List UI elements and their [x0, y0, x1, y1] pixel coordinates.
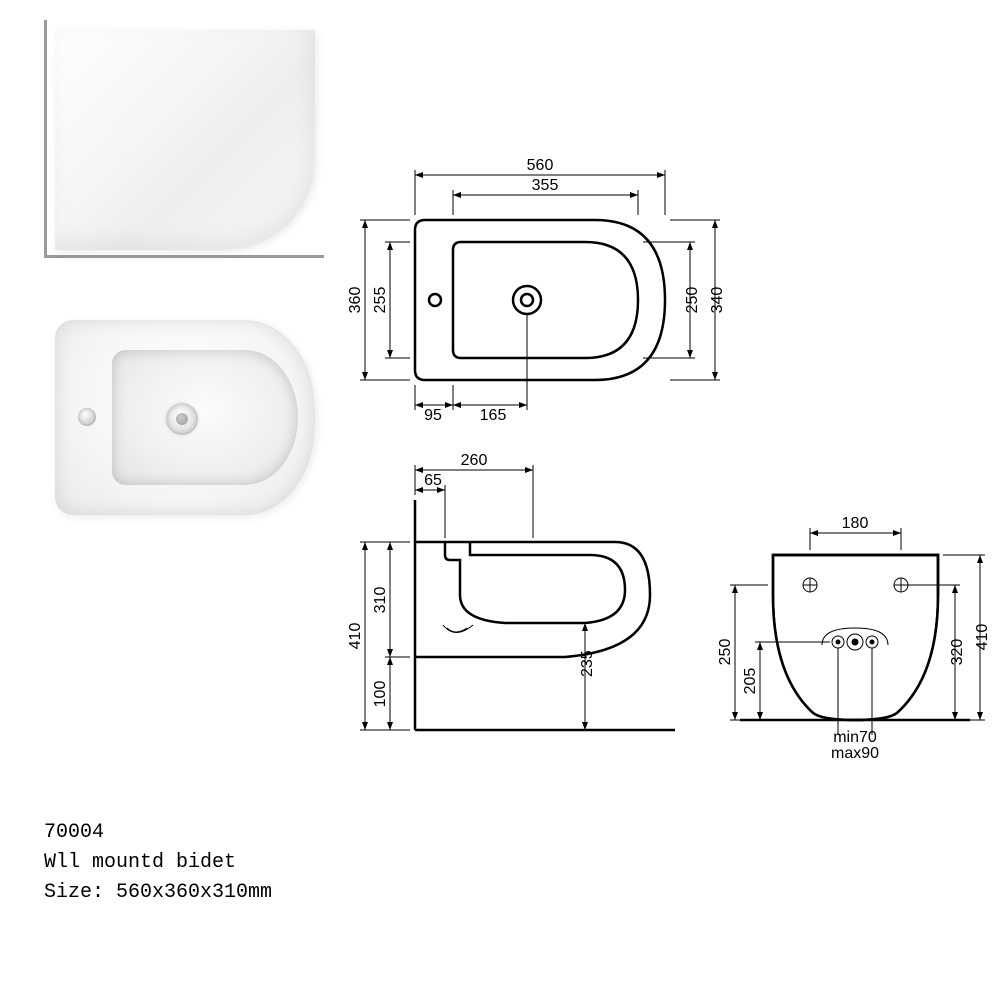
product-name: Wll mountd bidet	[44, 848, 272, 878]
dim-250: 250	[684, 287, 701, 314]
dim-min70: min70	[833, 729, 877, 746]
drawing-back-view: 180 250 205 320 410 min70 max90	[740, 500, 1000, 780]
dim-320: 320	[949, 639, 966, 666]
dim-410-side: 410	[347, 623, 364, 650]
product-info: 70004 Wll mountd bidet Size: 560x360x310…	[44, 818, 272, 908]
dim-235: 235	[579, 650, 596, 677]
dim-65: 65	[424, 472, 442, 489]
product-photo-drain	[166, 403, 198, 435]
dim-260: 260	[461, 452, 488, 469]
product-size-value: 560x360x310mm	[116, 881, 272, 904]
dim-100: 100	[372, 681, 389, 708]
dim-310: 310	[372, 587, 389, 614]
product-model: 70004	[44, 818, 272, 848]
drawing-top-view: 560 355 360 255 340 250	[415, 220, 715, 450]
drawing-side-view: 260 65 410 310 100 235	[415, 500, 715, 760]
dim-340: 340	[709, 287, 726, 314]
product-photo-top-basin	[112, 350, 298, 485]
dim-560: 560	[527, 157, 554, 174]
dim-255: 255	[372, 287, 389, 314]
dim-165: 165	[480, 407, 507, 424]
dim-max90: max90	[831, 745, 879, 762]
dim-250-back: 250	[717, 639, 734, 666]
product-photo-side	[55, 30, 315, 250]
dim-360: 360	[347, 287, 364, 314]
dim-355: 355	[532, 177, 559, 194]
product-photo-tap-hole	[78, 408, 96, 426]
dim-95: 95	[424, 407, 442, 424]
dim-205: 205	[742, 668, 759, 695]
product-size-label: Size:	[44, 881, 104, 904]
dim-410-back: 410	[974, 624, 991, 651]
product-size-line: Size: 560x360x310mm	[44, 878, 272, 908]
dim-180: 180	[842, 515, 869, 532]
